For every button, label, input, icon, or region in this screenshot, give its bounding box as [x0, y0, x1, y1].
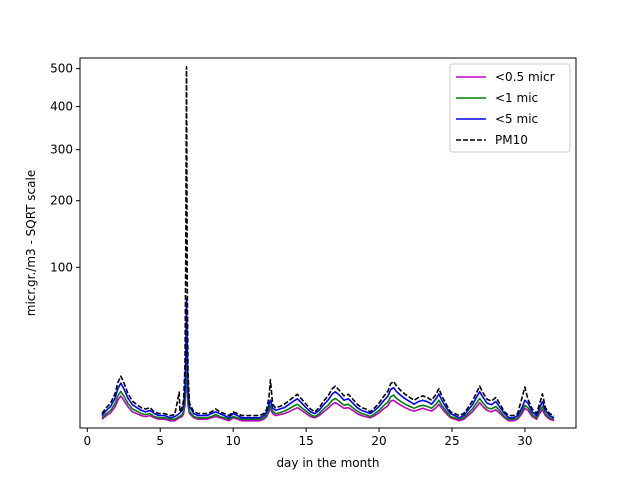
- x-axis: 0 5 10 15 20 25 30: [83, 428, 533, 448]
- plot-frame: [79, 57, 577, 429]
- x-tick-label: 10: [226, 434, 241, 448]
- series-line-0: [101, 367, 555, 422]
- legend-label-1: <1 mic: [495, 91, 538, 105]
- series-line-2: [101, 297, 555, 419]
- y-tick-label: 400: [50, 100, 73, 114]
- x-tick-label: 15: [298, 434, 313, 448]
- x-axis-label: day in the month: [276, 456, 379, 470]
- legend: <0.5 micr <1 mic <5 mic PM10: [449, 63, 571, 153]
- x-tick-label: 5: [156, 434, 164, 448]
- y-tick-label: 300: [50, 143, 73, 157]
- y-tick-label: 200: [50, 194, 73, 208]
- x-tick-label: 20: [371, 434, 386, 448]
- legend-label-2: <5 mic: [495, 112, 538, 126]
- x-tick-label: 25: [444, 434, 459, 448]
- legend-label-0: <0.5 micr: [495, 70, 555, 84]
- y-axis: 100 200 300 400 500: [50, 62, 80, 274]
- x-tick-label: 30: [517, 434, 532, 448]
- legend-box: [449, 63, 571, 153]
- y-tick-label: 100: [50, 260, 73, 274]
- legend-label-3: PM10: [495, 133, 528, 147]
- x-tick-label: 0: [83, 434, 91, 448]
- series-line-3: [101, 66, 555, 417]
- y-tick-label: 500: [50, 62, 73, 76]
- series-line-1: [101, 359, 555, 420]
- y-axis-label: micr.gr./m3 - SQRT scale: [24, 170, 38, 316]
- series-lines: [101, 66, 555, 422]
